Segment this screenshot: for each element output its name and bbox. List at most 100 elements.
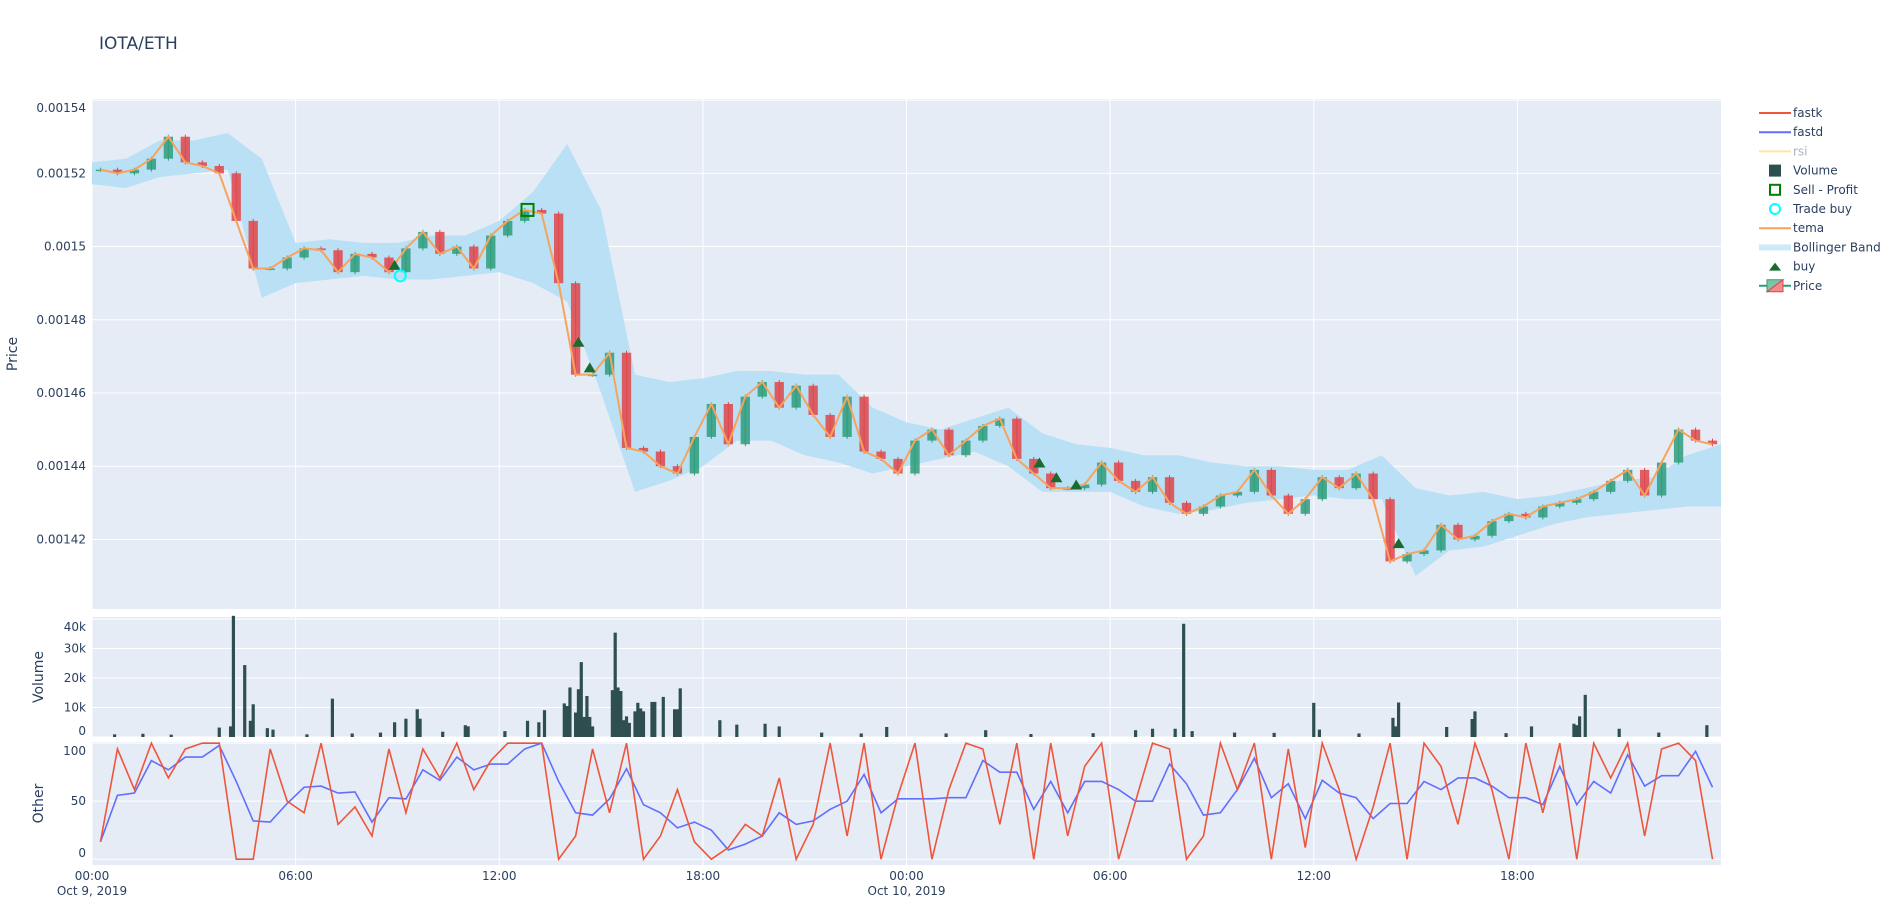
- candle-body: [1487, 521, 1497, 536]
- candle: [774, 380, 784, 410]
- candle-body: [350, 253, 360, 273]
- candle-body: [112, 169, 123, 174]
- buy-marker: [1392, 538, 1405, 549]
- candle-body: [1623, 469, 1633, 481]
- candle: [486, 233, 496, 271]
- price-y-tick-label: 0.00152: [36, 166, 86, 180]
- volume-bar: [418, 718, 422, 737]
- candle-body: [418, 231, 428, 249]
- candle-body: [1538, 506, 1548, 518]
- candle-body: [1707, 440, 1718, 445]
- fastk-line: [99, 740, 1714, 863]
- candle-body: [1300, 499, 1310, 514]
- candle: [1436, 522, 1446, 553]
- volume-bar: [633, 711, 637, 737]
- buy-marker: [572, 336, 585, 347]
- candle-body: [1147, 477, 1158, 492]
- price-y-tick-label: 0.0015: [44, 240, 86, 254]
- x-tick-label: 06:00: [1093, 869, 1128, 883]
- candle-body: [384, 257, 394, 273]
- x-tick-label: 00:00: [889, 869, 924, 883]
- bollinger-band: [92, 133, 1721, 577]
- candle-body: [537, 209, 547, 214]
- volume-bar: [641, 711, 646, 737]
- legend-label: fastd: [1793, 125, 1823, 139]
- candle: [1385, 497, 1395, 564]
- volume-bar: [1657, 732, 1661, 737]
- volume-bar: [1473, 711, 1477, 737]
- candle-body: [638, 447, 649, 452]
- chart-title: IOTA/ETH: [99, 34, 178, 54]
- volume-bar: [1232, 732, 1237, 737]
- candle-body: [180, 136, 190, 163]
- volume-bar: [1617, 728, 1621, 737]
- candle: [706, 401, 717, 439]
- candle-body: [706, 403, 717, 437]
- volume-bar: [582, 716, 586, 737]
- legend-item-rsi[interactable]: rsi: [1759, 144, 1808, 158]
- candle-body: [808, 385, 818, 415]
- candle-body: [1266, 469, 1276, 496]
- buy-marker: [583, 362, 596, 373]
- volume-bar: [574, 712, 578, 737]
- volume-bar: [1396, 702, 1401, 737]
- candle-body: [1639, 469, 1650, 496]
- candle: [401, 246, 411, 275]
- volume-bar: [1029, 734, 1033, 737]
- legend-item-bollinger-band[interactable]: Bollinger Band: [1759, 240, 1881, 254]
- volume-bar: [463, 725, 467, 737]
- candle-body: [282, 257, 292, 269]
- volume-bar: [650, 701, 654, 737]
- candle-body: [1181, 502, 1192, 514]
- volume-bar: [984, 730, 988, 737]
- volume-bar: [271, 729, 275, 737]
- volume-bar: [763, 723, 767, 737]
- x-tick-label: 18:00: [686, 869, 721, 883]
- candle-body: [486, 235, 496, 269]
- candle-body: [621, 352, 632, 448]
- candle-body: [1249, 469, 1260, 492]
- x-tick-date-label: Oct 10, 2019: [868, 884, 946, 898]
- candle: [1164, 475, 1175, 505]
- candle-body: [1436, 524, 1446, 551]
- candle-body: [146, 158, 157, 170]
- candle: [350, 251, 360, 275]
- candle-body: [825, 414, 835, 437]
- candle: [1673, 427, 1684, 465]
- legend-item-price[interactable]: Price: [1759, 279, 1822, 293]
- candle-body: [1130, 480, 1141, 492]
- legend-item-fastk[interactable]: fastk: [1759, 106, 1823, 120]
- candle-body: [197, 162, 207, 166]
- candle: [1012, 416, 1022, 461]
- volume-bar: [404, 718, 408, 737]
- legend-item-fastd[interactable]: fastd: [1759, 125, 1823, 139]
- candle-body: [163, 136, 174, 159]
- volume-bar: [590, 726, 595, 737]
- legend-item-buy[interactable]: buy: [1769, 260, 1815, 274]
- volume-bar: [1182, 623, 1186, 737]
- candle: [1113, 460, 1124, 483]
- candle-body: [604, 352, 615, 375]
- legend-item-tema[interactable]: tema: [1759, 221, 1824, 235]
- candle-body: [842, 396, 852, 437]
- volume-bar: [1272, 732, 1276, 737]
- legend-item-sell-profit[interactable]: Sell - Profit: [1769, 183, 1858, 197]
- candle: [842, 394, 852, 439]
- legend-item-volume[interactable]: Volume: [1769, 164, 1838, 178]
- volume-bar: [1529, 726, 1534, 737]
- other-y-tick-label: 50: [71, 794, 86, 808]
- volume-bar: [248, 720, 252, 737]
- volume-bar: [568, 687, 572, 737]
- candle-body: [1368, 473, 1378, 500]
- volume-bar: [525, 720, 530, 737]
- tema-line: [100, 134, 1713, 563]
- buy-marker: [388, 259, 401, 270]
- legend-item-trade-buy[interactable]: Trade buy: [1769, 202, 1852, 216]
- candle-body: [503, 220, 513, 236]
- volume-bar: [619, 691, 623, 737]
- candle-body: [1402, 554, 1412, 562]
- volume-y-tick-label: 40k: [64, 620, 86, 634]
- volume-bar: [562, 703, 566, 737]
- candle-body: [367, 253, 377, 258]
- legend[interactable]: fastk fastd rsi Volume Sell - Profit Trade bu…: [1759, 106, 1881, 293]
